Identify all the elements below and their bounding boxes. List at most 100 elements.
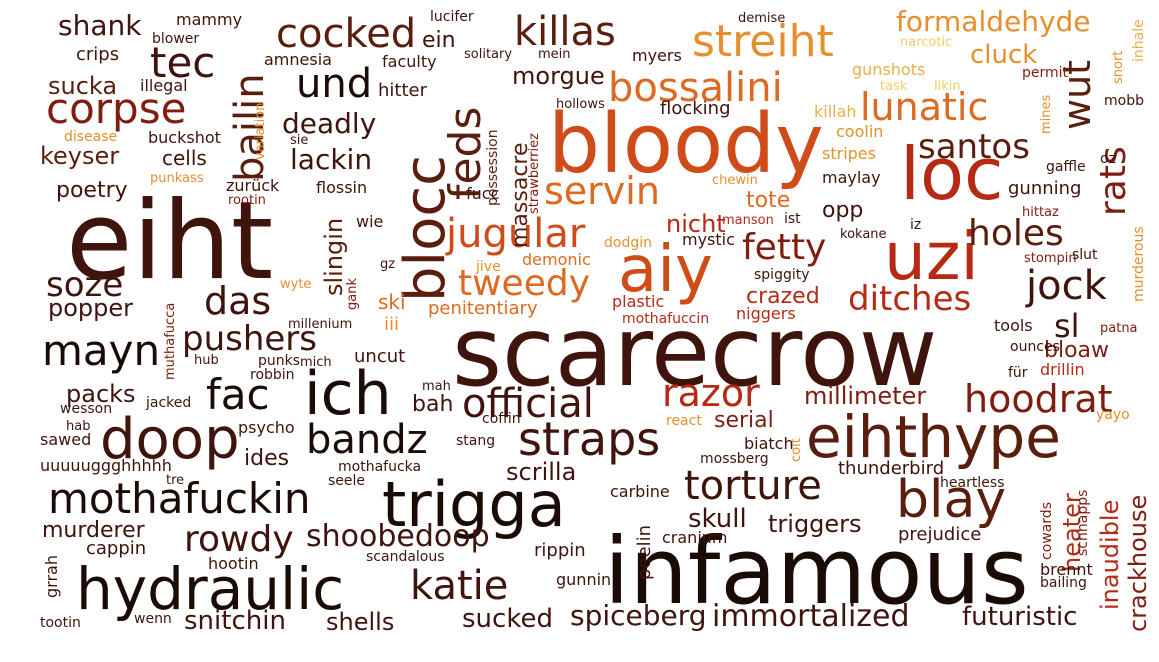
- word: lucifer: [430, 9, 474, 25]
- word: gunshots: [852, 60, 926, 79]
- word: brennt: [1040, 560, 1093, 579]
- word: buckshot: [148, 128, 221, 147]
- word: gaffle: [1046, 159, 1086, 175]
- word: oz: [1100, 151, 1116, 167]
- word: tre: [166, 473, 185, 488]
- word: popper: [48, 294, 134, 322]
- word: tec: [150, 38, 216, 87]
- word: straps: [518, 412, 661, 466]
- word: cowards: [1039, 502, 1055, 560]
- word: pushers: [182, 319, 318, 359]
- word: nicht: [666, 210, 726, 238]
- word: stang: [456, 433, 496, 449]
- word: blay: [896, 470, 1007, 530]
- word: bloody: [548, 97, 824, 192]
- word: ich: [304, 359, 392, 429]
- word: strawberriez: [527, 133, 542, 214]
- word: prejudice: [898, 524, 982, 545]
- word: hab: [66, 419, 91, 434]
- word: kokane: [840, 227, 887, 242]
- word: wie: [356, 212, 384, 231]
- word: wesson: [60, 401, 113, 417]
- word: bah: [412, 392, 454, 417]
- word: iii: [384, 314, 400, 335]
- word: jugular: [446, 211, 586, 257]
- word: wenn: [134, 611, 172, 627]
- word: demonic: [522, 250, 591, 269]
- word: amnesia: [264, 50, 332, 69]
- word: permit: [1022, 65, 1069, 81]
- word: ist: [784, 211, 801, 227]
- word: eiht: [66, 179, 274, 304]
- word: mothafucka: [338, 459, 422, 475]
- word: shoobedoop: [306, 519, 490, 554]
- word: mah: [422, 379, 451, 394]
- word: lackin: [290, 143, 373, 176]
- word: serial: [714, 408, 774, 433]
- word: morgue: [512, 62, 605, 90]
- word: patna: [1100, 321, 1138, 336]
- word: mossberg: [700, 451, 769, 467]
- word: gank: [345, 278, 360, 310]
- word: killah: [814, 102, 857, 121]
- word: tootin: [40, 615, 81, 631]
- word: crips: [76, 44, 120, 65]
- word: rootin: [228, 193, 266, 208]
- word: manson: [722, 213, 774, 228]
- word: likin: [934, 79, 961, 94]
- word: peelin: [634, 525, 655, 580]
- word: tweedy: [458, 263, 591, 304]
- word: uncut: [354, 346, 406, 367]
- word: grrah: [42, 555, 61, 598]
- word: carbine: [610, 482, 670, 501]
- word: coffin: [482, 411, 521, 427]
- word: poetry: [56, 178, 128, 203]
- word: stripes: [822, 144, 876, 163]
- word: eihthype: [806, 403, 1061, 471]
- word: und: [296, 61, 373, 107]
- word: disease: [64, 129, 118, 145]
- word: react: [666, 413, 702, 429]
- word: snort: [1111, 50, 1126, 84]
- word: triggers: [768, 510, 862, 538]
- word: sl: [1054, 307, 1080, 345]
- word: formaldehyde: [896, 5, 1091, 38]
- word: scandalous: [366, 549, 445, 565]
- word: chewin: [712, 173, 758, 188]
- word: infamous: [604, 518, 1029, 625]
- word: biatch: [744, 434, 794, 453]
- word: cappin: [86, 538, 147, 559]
- word: cocked: [276, 11, 417, 57]
- word: yayo: [1096, 407, 1130, 423]
- word: flocking: [660, 98, 731, 119]
- word: mothafuckin: [48, 474, 311, 523]
- word: narcotic: [900, 35, 953, 50]
- word: mystic: [682, 230, 735, 249]
- word: millenium: [288, 317, 353, 332]
- word: task: [880, 79, 908, 94]
- word: plastic: [612, 292, 665, 311]
- word: holes: [968, 213, 1064, 254]
- word: penitentiary: [428, 298, 538, 319]
- word: hitter: [378, 80, 427, 101]
- word: doop: [100, 407, 240, 472]
- word: für: [1008, 365, 1028, 381]
- word: immortalized: [712, 599, 910, 634]
- word: mammy: [176, 10, 243, 29]
- word: mothafuccin: [622, 311, 710, 327]
- word: fac: [206, 370, 270, 419]
- word: flossin: [316, 178, 368, 197]
- word: hub: [194, 353, 219, 368]
- word: jock: [1026, 263, 1107, 309]
- word: murderer: [42, 518, 145, 543]
- word: shells: [326, 608, 395, 636]
- word: psycho: [238, 418, 295, 437]
- word: heartless: [940, 475, 1005, 491]
- word: official: [462, 381, 594, 427]
- word: hoodrat: [964, 377, 1113, 421]
- word: sucked: [462, 604, 553, 634]
- word: blower: [152, 31, 200, 47]
- word: variation: [253, 102, 268, 160]
- word: thunderbird: [838, 458, 945, 479]
- word: trigga: [382, 468, 566, 541]
